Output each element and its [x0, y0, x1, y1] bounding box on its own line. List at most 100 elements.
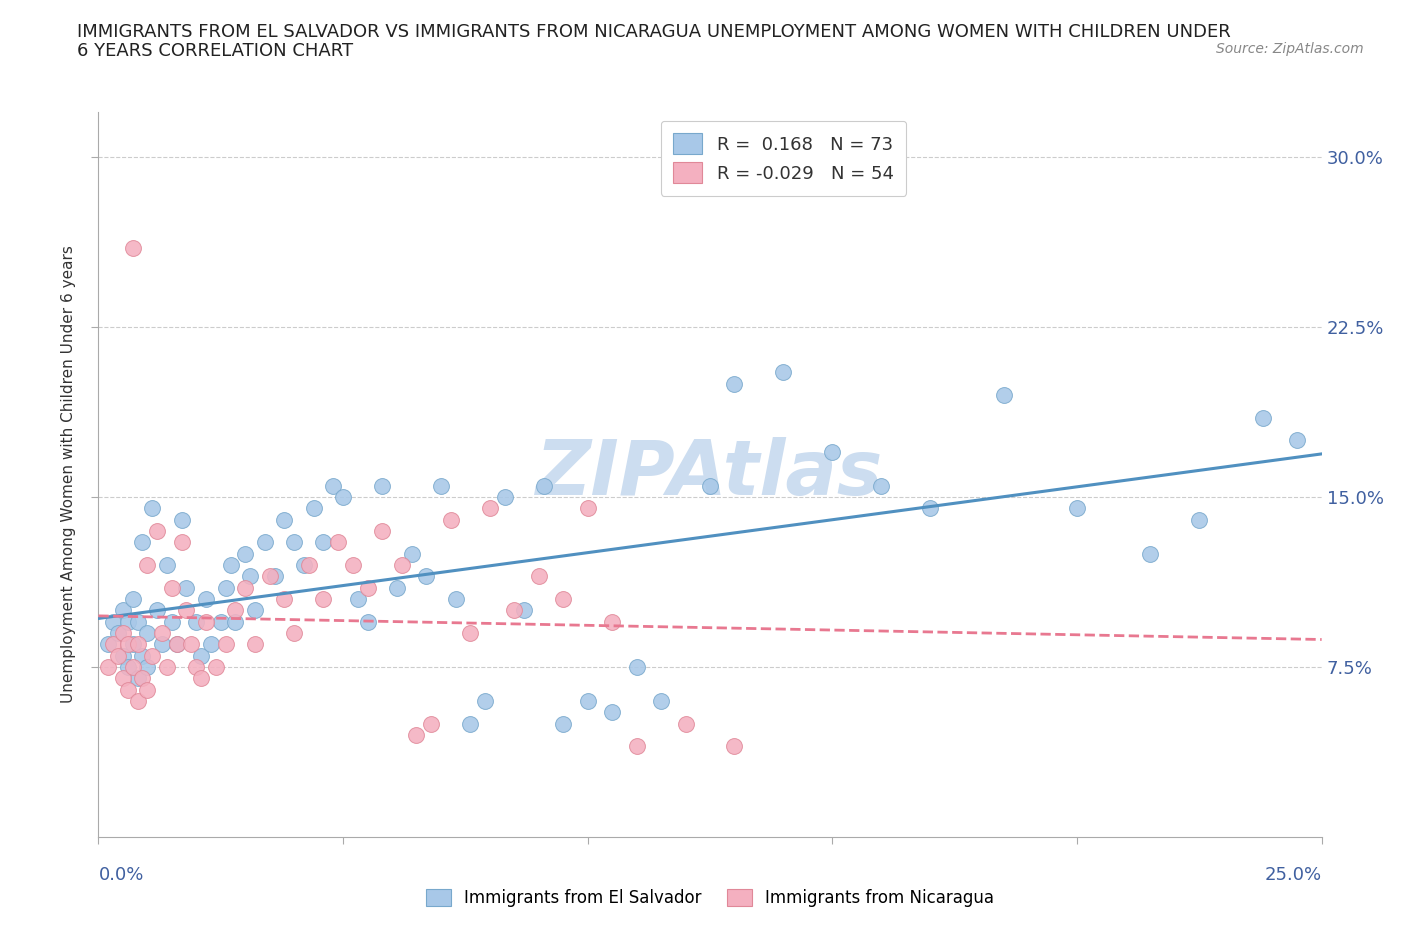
Point — [136, 558, 159, 573]
Point — [205, 659, 228, 674]
Point — [478, 501, 501, 516]
Point — [190, 671, 212, 685]
Point — [576, 501, 599, 516]
Point — [176, 580, 198, 595]
Point — [650, 694, 672, 709]
Text: 0.0%: 0.0% — [98, 866, 143, 884]
Point — [209, 614, 232, 629]
Point — [259, 569, 281, 584]
Point — [190, 648, 212, 663]
Point — [302, 501, 325, 516]
Point — [283, 626, 305, 641]
Point — [219, 558, 242, 573]
Point — [385, 580, 408, 595]
Point — [444, 591, 467, 606]
Point — [111, 671, 134, 685]
Point — [576, 694, 599, 709]
Point — [186, 659, 208, 674]
Point — [224, 603, 246, 618]
Point — [146, 603, 169, 618]
Point — [920, 501, 942, 516]
Point — [626, 659, 648, 674]
Point — [356, 614, 378, 629]
Point — [117, 659, 139, 674]
Point — [283, 535, 305, 550]
Point — [111, 603, 134, 618]
Point — [214, 580, 236, 595]
Point — [131, 648, 153, 663]
Point — [107, 626, 129, 641]
Point — [322, 478, 344, 493]
Point — [723, 738, 745, 753]
Point — [121, 591, 143, 606]
Point — [533, 478, 555, 493]
Point — [121, 659, 143, 674]
Point — [420, 716, 443, 731]
Point — [356, 580, 378, 595]
Point — [97, 659, 120, 674]
Point — [180, 637, 202, 652]
Point — [723, 377, 745, 392]
Point — [1251, 410, 1274, 425]
Point — [136, 659, 159, 674]
Point — [600, 705, 623, 720]
Point — [170, 535, 193, 550]
Point — [391, 558, 413, 573]
Point — [1188, 512, 1211, 527]
Point — [195, 591, 218, 606]
Point — [239, 569, 262, 584]
Point — [200, 637, 222, 652]
Text: 6 YEARS CORRELATION CHART: 6 YEARS CORRELATION CHART — [77, 42, 353, 60]
Point — [97, 637, 120, 652]
Text: 25.0%: 25.0% — [1264, 866, 1322, 884]
Point — [136, 683, 159, 698]
Point — [346, 591, 368, 606]
Point — [156, 558, 179, 573]
Point — [136, 626, 159, 641]
Point — [186, 614, 208, 629]
Point — [1139, 546, 1161, 561]
Point — [243, 637, 266, 652]
Point — [371, 478, 394, 493]
Point — [243, 603, 266, 618]
Point — [160, 614, 183, 629]
Point — [312, 535, 335, 550]
Point — [224, 614, 246, 629]
Point — [292, 558, 315, 573]
Text: Source: ZipAtlas.com: Source: ZipAtlas.com — [1216, 42, 1364, 56]
Point — [121, 637, 143, 652]
Point — [1286, 432, 1309, 447]
Point — [332, 489, 354, 504]
Point — [141, 501, 163, 516]
Point — [273, 512, 295, 527]
Point — [253, 535, 276, 550]
Point — [141, 648, 163, 663]
Point — [458, 626, 481, 641]
Point — [503, 603, 526, 618]
Legend: Immigrants from El Salvador, Immigrants from Nicaragua: Immigrants from El Salvador, Immigrants … — [418, 881, 1002, 916]
Point — [415, 569, 437, 584]
Point — [117, 637, 139, 652]
Point — [107, 648, 129, 663]
Point — [233, 580, 256, 595]
Point — [214, 637, 236, 652]
Point — [263, 569, 285, 584]
Point — [342, 558, 364, 573]
Point — [527, 569, 550, 584]
Point — [127, 694, 149, 709]
Point — [993, 388, 1015, 403]
Point — [513, 603, 536, 618]
Point — [166, 637, 188, 652]
Point — [150, 626, 173, 641]
Point — [474, 694, 496, 709]
Point — [600, 614, 623, 629]
Point — [1066, 501, 1088, 516]
Y-axis label: Unemployment Among Women with Children Under 6 years: Unemployment Among Women with Children U… — [60, 246, 76, 703]
Point — [156, 659, 179, 674]
Point — [176, 603, 198, 618]
Point — [626, 738, 648, 753]
Point — [127, 614, 149, 629]
Point — [553, 716, 575, 731]
Point — [146, 524, 169, 538]
Point — [117, 614, 139, 629]
